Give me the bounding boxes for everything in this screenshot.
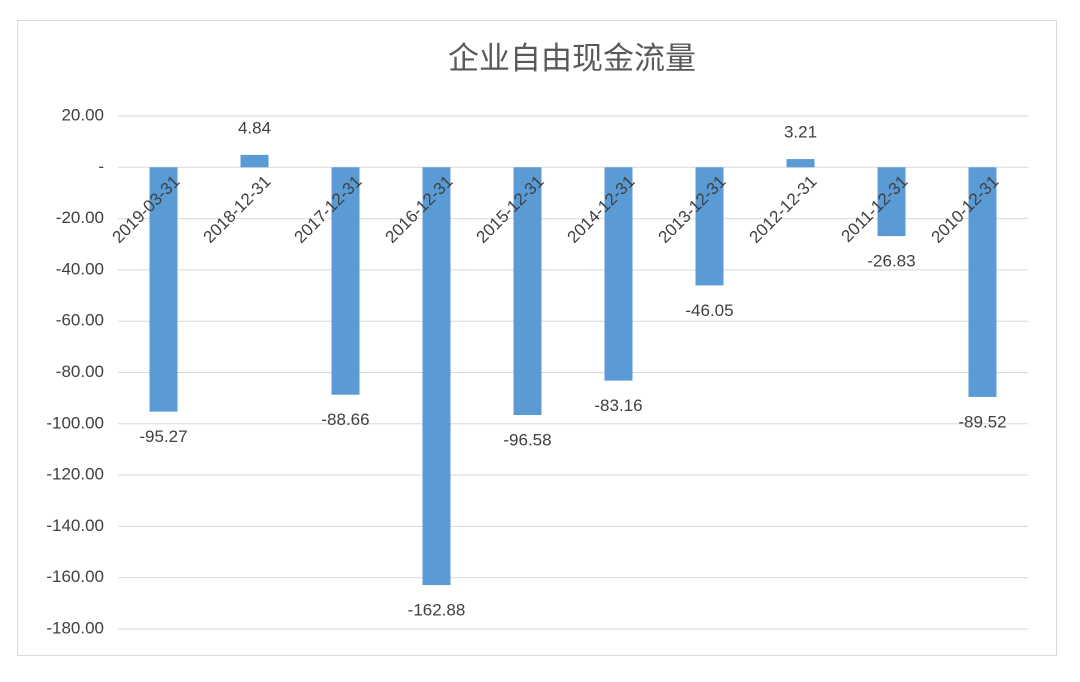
y-tick-label: - bbox=[98, 157, 104, 176]
data-label: -96.58 bbox=[503, 431, 551, 450]
y-tick-label: -20.00 bbox=[56, 208, 104, 227]
bar bbox=[513, 167, 542, 416]
bar bbox=[604, 167, 633, 381]
bar bbox=[786, 159, 815, 168]
bar bbox=[331, 167, 360, 395]
y-tick-label: -160.00 bbox=[46, 567, 104, 586]
bar bbox=[695, 167, 724, 286]
bar bbox=[968, 167, 997, 397]
chart-title: 企业自由现金流量 bbox=[448, 41, 696, 76]
data-label: -26.83 bbox=[867, 252, 915, 271]
y-tick-label: -120.00 bbox=[46, 465, 104, 484]
data-label: -88.66 bbox=[321, 410, 369, 429]
bar bbox=[240, 154, 269, 168]
data-label: 3.21 bbox=[784, 123, 817, 142]
data-label: -162.88 bbox=[408, 601, 466, 620]
bar bbox=[877, 167, 906, 237]
y-tick-label: -60.00 bbox=[56, 311, 104, 330]
data-label: -46.05 bbox=[685, 301, 733, 320]
y-tick-label: -80.00 bbox=[56, 362, 104, 381]
y-tick-label: -140.00 bbox=[46, 516, 104, 535]
data-label: 4.84 bbox=[238, 118, 271, 137]
y-tick-label: -100.00 bbox=[46, 413, 104, 432]
bar bbox=[422, 167, 451, 586]
bar bbox=[149, 167, 178, 412]
data-label: -83.16 bbox=[594, 396, 642, 415]
data-label: -89.52 bbox=[958, 412, 1006, 431]
y-tick-label: -40.00 bbox=[56, 259, 104, 278]
data-label: -95.27 bbox=[139, 427, 187, 446]
y-tick-label: -180.00 bbox=[46, 618, 104, 637]
y-tick-label: 20.00 bbox=[61, 105, 104, 124]
